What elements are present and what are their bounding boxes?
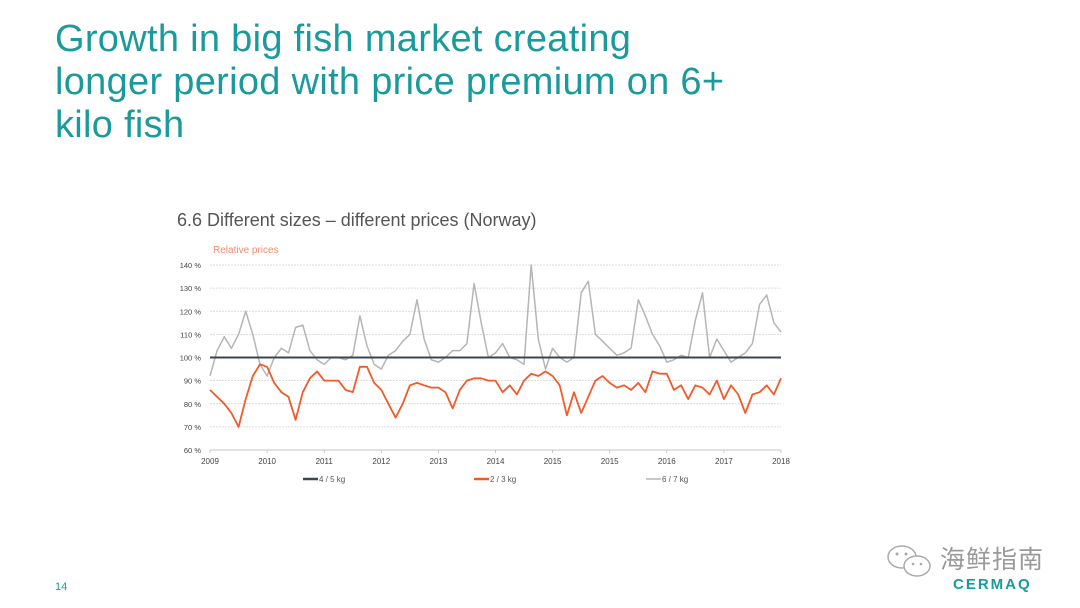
slide-title: Growth in big fish market creating longe… bbox=[55, 18, 724, 147]
x-tick-label: 2014 bbox=[487, 457, 505, 466]
y-axis: 140 % 130 % 120 % 110 % 100 % 90 % 80 % 70 % 60 … bbox=[180, 261, 202, 455]
cermaq-logo: CERMAQ bbox=[953, 576, 1032, 593]
title-line-3: kilo fish bbox=[55, 104, 185, 146]
y-tick-label: 100 % bbox=[180, 354, 202, 363]
x-tick-label: 2015 bbox=[601, 457, 619, 466]
page-number: 14 bbox=[55, 581, 68, 593]
y-tick-label: 120 % bbox=[180, 307, 202, 316]
y-tick-label: 80 % bbox=[184, 400, 201, 409]
y-tick-label: 110 % bbox=[180, 330, 201, 339]
legend: 4 / 5 kg 2 / 3 kg 6 / 7 kg bbox=[303, 475, 688, 484]
series-line-6-7kg bbox=[209, 264, 782, 377]
y-tick-label: 90 % bbox=[184, 377, 201, 386]
x-tick-label: 2011 bbox=[316, 457, 334, 466]
x-tick-label: 2013 bbox=[430, 457, 448, 466]
legend-item-6-7kg: 6 / 7 kg bbox=[646, 475, 688, 484]
watermark-text: 海鲜指南 bbox=[940, 545, 1045, 574]
legend-item-2-3kg: 2 / 3 kg bbox=[474, 475, 516, 484]
legend-label: 6 / 7 kg bbox=[662, 475, 688, 484]
legend-label: 4 / 5 kg bbox=[319, 475, 345, 484]
y-tick-label: 70 % bbox=[184, 423, 201, 432]
y-tick-label: 130 % bbox=[180, 284, 202, 293]
legend-item-4-5kg: 4 / 5 kg bbox=[303, 475, 345, 484]
chart-title: 6.6 Different sizes – different prices (… bbox=[177, 210, 536, 230]
series-lines bbox=[209, 264, 782, 428]
legend-label: 2 / 3 kg bbox=[490, 475, 516, 484]
x-tick-label: 2017 bbox=[715, 457, 733, 466]
series-line-2-3kg bbox=[209, 363, 782, 428]
x-tick-label: 2009 bbox=[201, 457, 219, 466]
x-tick-label: 2016 bbox=[658, 457, 676, 466]
x-tick-label: 2010 bbox=[258, 457, 276, 466]
x-axis: 2009 2010 2011 2012 2013 2014 2015 2015 2016 2017… bbox=[201, 449, 790, 466]
title-line-2: longer period with price premium on 6+ bbox=[55, 61, 725, 103]
y-tick-label: 140 % bbox=[180, 261, 202, 270]
title-line-1: Growth in big fish market creating bbox=[55, 18, 632, 60]
wechat-icon bbox=[887, 545, 931, 577]
x-tick-label: 2018 bbox=[772, 457, 790, 466]
chart-subtitle: Relative prices bbox=[213, 245, 279, 256]
x-tick-label: 2012 bbox=[372, 457, 390, 466]
y-tick-label: 60 % bbox=[184, 446, 201, 455]
x-tick-label: 2015 bbox=[544, 457, 562, 466]
watermark: 海鲜指南 CERMAQ bbox=[885, 540, 1065, 600]
